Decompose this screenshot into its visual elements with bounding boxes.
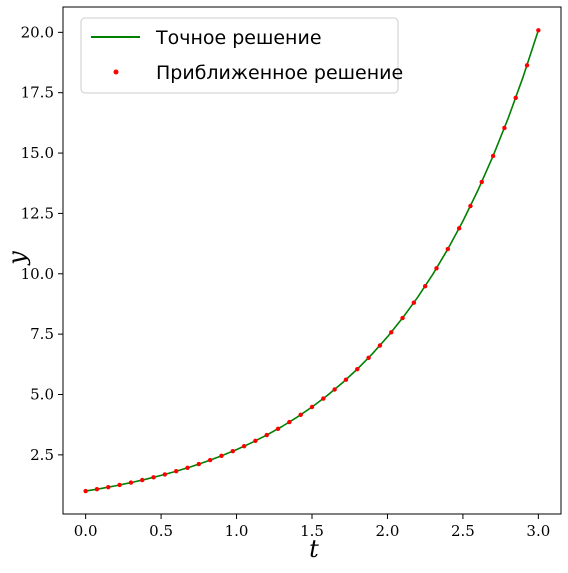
legend-box [80,17,399,94]
approximate-solution-point [445,246,451,252]
approximate-solution-point [196,461,202,467]
x-tick-label: 2.5 [451,522,475,540]
approximate-solution-point [490,153,496,159]
approximate-solution-point [185,465,190,470]
approximate-solution-point [162,472,168,477]
y-tick-label: 10.0 [21,265,54,283]
approximate-solution-point [253,438,258,444]
approximate-solution-point [83,488,88,494]
plot-content [83,28,541,494]
x-tick-label: 1.0 [225,522,249,540]
approximate-solution-point [513,95,518,101]
approximate-solution-point [106,484,111,490]
approximate-solution-point [434,266,439,271]
approximate-solution-point [241,444,247,449]
approximate-solution-point [207,457,213,463]
y-tick-label: 5.0 [30,385,54,403]
approximate-solution-point [524,63,530,68]
approximate-solution-point [366,355,371,360]
approximate-solution-point [502,125,507,131]
legend-label-exact: Точное решение [155,27,322,49]
approximate-solution-point [128,480,134,485]
approximate-solution-point [151,475,156,480]
approximate-solution-point [173,469,179,474]
y-tick-label: 17.5 [21,84,54,102]
y-tick-label: 2.5 [30,446,54,464]
approximate-solution-point [422,283,428,289]
approximate-solution-point [275,426,281,431]
approximate-solution-point [400,315,405,321]
approximate-solution-point [332,387,337,392]
approximate-solution-point [468,203,473,209]
x-axis-label: t [309,535,319,563]
legend-label-approximate: Приближенное решение [156,62,403,84]
y-tick-label: 7.5 [30,325,54,343]
approximate-solution-point [321,396,326,401]
approximate-solution-point [343,377,349,382]
approximate-solution-point [411,300,417,305]
approximate-solution-point [94,486,100,492]
x-tick-label: 1.5 [300,522,324,540]
approximate-solution-point [230,449,235,454]
y-tick-label: 20.0 [21,23,54,41]
x-tick-label: 2.0 [376,522,400,540]
x-tick-label: 3.0 [526,522,550,540]
plot-frame [62,6,562,515]
legend-marker-swatch [113,69,119,75]
approximate-solution-point [309,404,315,410]
x-axis-ticks: 0.0 0.5 1.0 1.5 2.0 2.5 3.0 [74,514,550,540]
approximate-solution-point [479,179,484,185]
approximate-solution-point [456,226,462,231]
approximate-solution-point [117,482,122,488]
y-tick-label: 15.0 [21,144,54,162]
y-axis-ticks: 2.5 5.0 7.5 10.0 12.5 15.0 17.5 20.0 [21,23,63,464]
approximate-solution-point [377,343,383,348]
y-tick-label: 12.5 [21,204,54,222]
approximate-solution-point [219,453,224,459]
x-tick-label: 0.0 [74,522,98,540]
approximate-solution-point [298,412,303,418]
legend: Точное решение Приближенное решение [80,17,403,94]
x-tick-label: 0.5 [149,522,173,540]
approximate-solution-point [355,366,360,372]
approximate-solution-point [287,419,292,425]
approximate-solution-point [389,330,394,335]
approximate-solution-point [536,28,541,33]
approximate-solution-point [140,477,145,483]
approximate-solution-point [264,432,269,438]
y-axis-label: y [3,251,31,266]
